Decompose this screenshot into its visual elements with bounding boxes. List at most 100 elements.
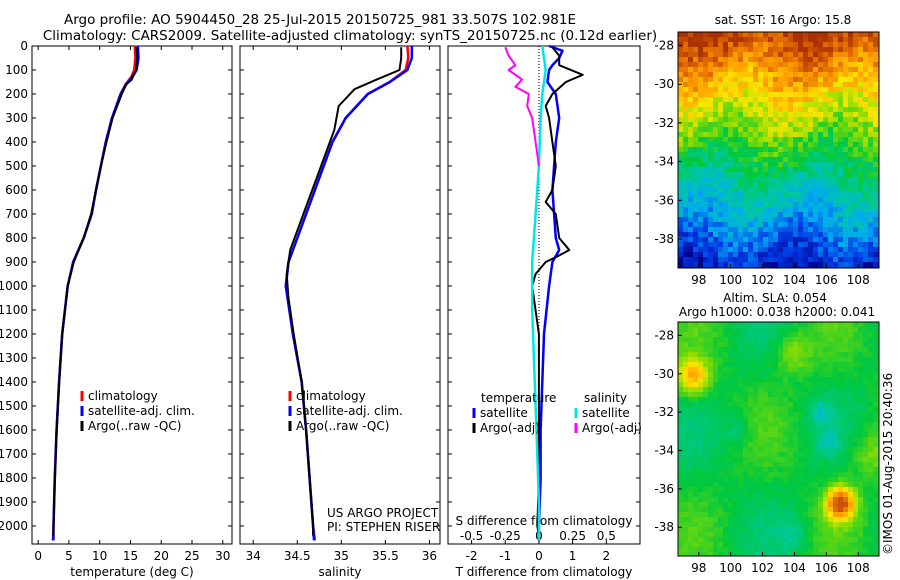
heatmap-cell [813,392,819,398]
heatmap-cell [763,182,769,188]
heatmap-cell [693,452,699,458]
heatmap-cell [858,487,864,493]
heatmap-cell [818,527,824,533]
heatmap-cell [828,147,834,153]
heatmap-cell [798,102,804,108]
heatmap-cell [768,197,774,203]
heatmap-cell [698,52,704,58]
heatmap-cell [788,412,794,418]
heatmap-cell [783,192,789,198]
heatmap-cell [768,237,774,243]
heatmap-cell [738,467,744,473]
heatmap-cell [723,252,729,258]
heatmap-cell [863,342,869,348]
heatmap-cell [793,37,799,43]
heatmap-cell [748,487,754,493]
heatmap-cell [678,492,684,498]
heatmap-cell [753,447,759,453]
heatmap-cell [713,77,719,83]
heatmap-cell [768,337,774,343]
heatmap-cell [833,107,839,113]
heatmap-cell [843,387,849,393]
heatmap-cell [788,227,794,233]
heatmap-cell [763,202,769,208]
heatmap-cell [708,527,714,533]
heatmap-cell [803,77,809,83]
heatmap-cell [683,62,689,68]
heatmap-cell [808,192,814,198]
heatmap-cell [868,492,874,498]
heatmap-cell [813,177,819,183]
heatmap-cell [783,402,789,408]
heatmap-cell [778,357,784,363]
heatmap-cell [728,37,734,43]
heatmap-cell [693,262,699,268]
heatmap-cell [723,392,729,398]
heatmap-cell [698,212,704,218]
heatmap-cell [718,442,724,448]
heatmap-cell [843,497,849,503]
heatmap-cell [808,167,814,173]
heatmap-cell [868,332,874,338]
heatmap-cell [733,92,739,98]
heatmap-cell [823,467,829,473]
heatmap-cell [818,442,824,448]
heatmap-cell [873,137,879,143]
heatmap-cell [703,207,709,213]
heatmap-cell [858,367,864,373]
heatmap-cell [753,502,759,508]
heatmap-cell [788,232,794,238]
heatmap-cell [833,447,839,453]
heatmap-cell [853,187,859,193]
heatmap-cell [838,222,844,228]
heatmap-cell [683,507,689,513]
heatmap-cell [793,127,799,133]
heatmap-cell [848,387,854,393]
heatmap-cell [848,462,854,468]
heatmap-cell [693,207,699,213]
heatmap-cell [828,77,834,83]
heatmap-cell [808,467,814,473]
heatmap-cell [853,542,859,548]
heatmap-cell [733,502,739,508]
heatmap-cell [723,177,729,183]
heatmap-cell [758,517,764,523]
heatmap-cell [868,382,874,388]
heatmap-cell [748,342,754,348]
heatmap-cell [873,207,879,213]
heatmap-cell [758,207,764,213]
heatmap-cell [783,467,789,473]
heatmap-cell [728,352,734,358]
heatmap-cell [708,477,714,483]
heatmap-cell [813,347,819,353]
heatmap-cell [728,322,734,328]
heatmap-cell [793,537,799,543]
heatmap-cell [733,352,739,358]
heatmap-cell [693,472,699,478]
heatmap-cell [703,237,709,243]
heatmap-cell [818,182,824,188]
heatmap-cell [778,407,784,413]
heatmap-cell [848,377,854,383]
heatmap-cell [798,467,804,473]
heatmap-cell [713,337,719,343]
heatmap-cell [738,387,744,393]
heatmap-cell [793,427,799,433]
heatmap-cell [828,52,834,58]
heatmap-cell [783,362,789,368]
heatmap-cell [793,362,799,368]
heatmap-cell [818,447,824,453]
heatmap-cell [693,527,699,533]
heatmap-cell [743,132,749,138]
heatmap-cell [678,402,684,408]
heatmap-cell [753,177,759,183]
heatmap-cell [838,62,844,68]
heatmap-cell [848,127,854,133]
heatmap-cell [853,522,859,528]
heatmap-cell [808,382,814,388]
heatmap-cell [863,477,869,483]
heatmap-cell [693,157,699,163]
heatmap-cell [863,547,869,553]
heatmap-cell [723,167,729,173]
